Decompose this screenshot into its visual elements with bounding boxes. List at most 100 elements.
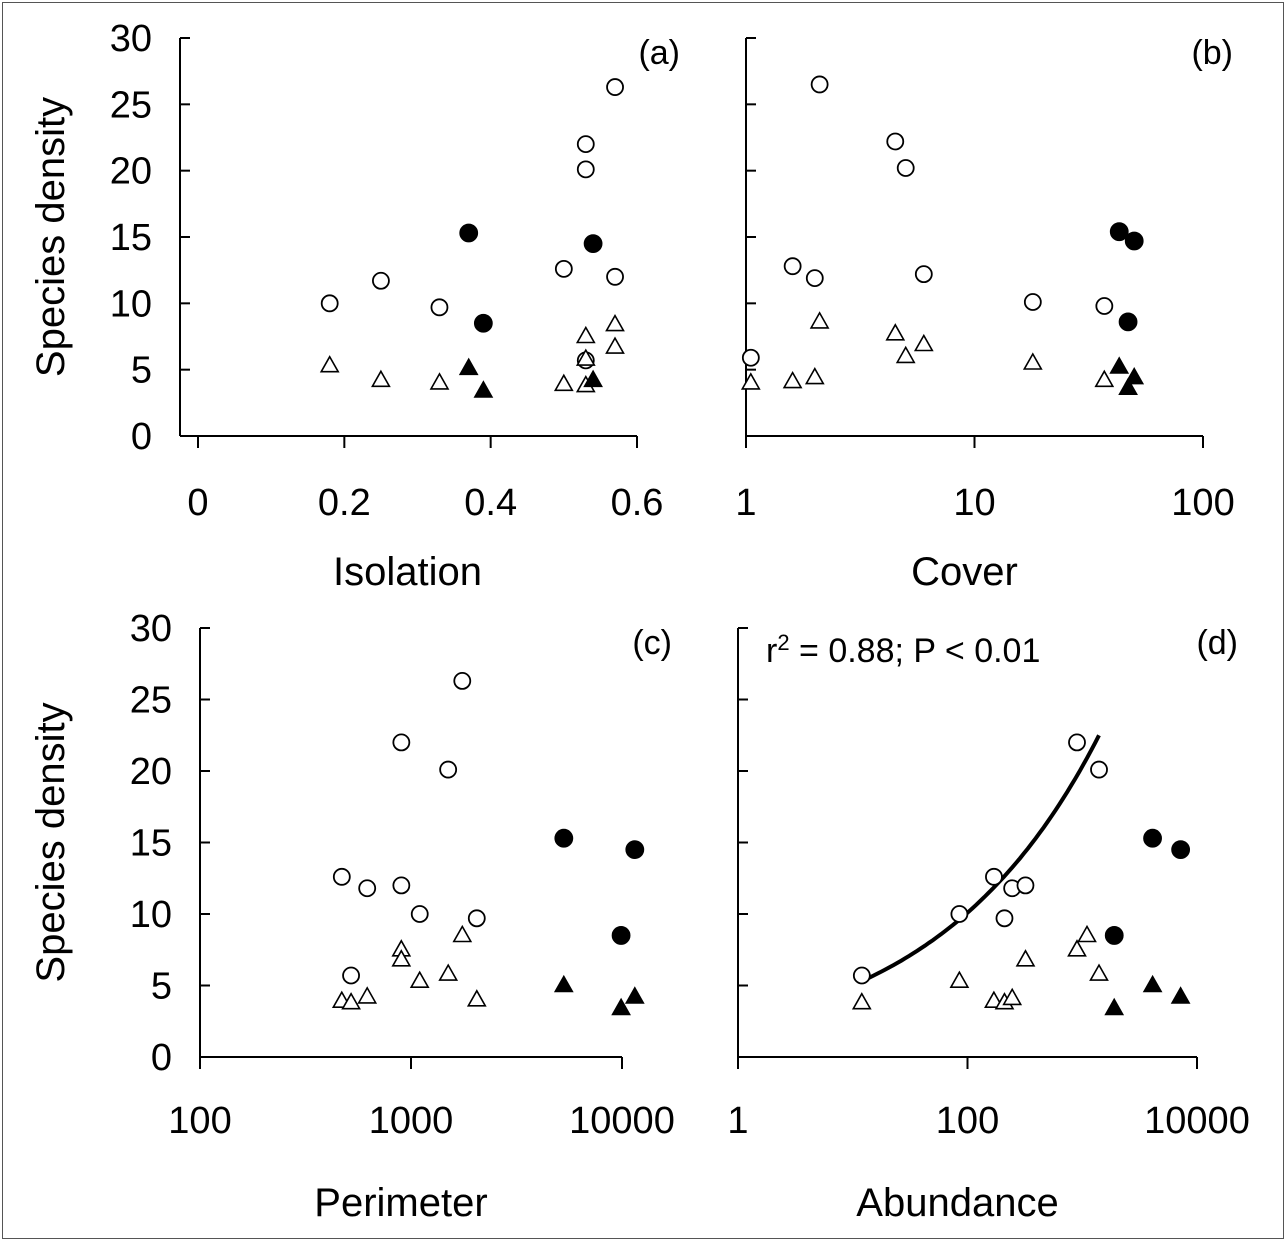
filled-circle-point: [1118, 312, 1138, 332]
filled-triangle-point: [611, 997, 631, 1016]
y-tick-label: 10: [110, 283, 152, 325]
open-triangle-point: [913, 333, 934, 352]
x-axis-label: Isolation: [333, 550, 482, 594]
x-tick-label: 0.4: [464, 482, 517, 524]
open-circle-point: [554, 259, 573, 278]
open-circle-point: [358, 879, 377, 898]
y-axis-label: Species density: [29, 702, 73, 982]
annotation-base: r: [766, 632, 777, 670]
x-tick-label: 10: [953, 482, 995, 524]
y-axis-label: Species density: [29, 97, 73, 377]
y-tick-label: 0: [151, 1037, 172, 1079]
fit-curve: [860, 734, 1101, 984]
filled-circle-point: [1143, 828, 1162, 848]
open-triangle-point: [357, 986, 378, 1004]
x-tick-label: 1000: [369, 1100, 454, 1142]
open-triangle-point: [341, 992, 361, 1010]
open-triangle-point: [885, 323, 906, 341]
panel-b: 1 10 100 Cover (b): [735, 34, 1234, 594]
open-circle-point: [606, 78, 624, 96]
filled-circle-point: [611, 926, 631, 945]
open-circle-point: [886, 132, 905, 151]
open-circle-point: [410, 905, 429, 923]
open-circle-point: [576, 160, 595, 179]
x-tick-label: 10000: [1144, 1100, 1250, 1142]
open-circle-point: [342, 966, 360, 985]
filled-triangle-point: [1118, 377, 1138, 396]
y-tick-label: 20: [110, 151, 152, 193]
open-triangle-point: [466, 989, 487, 1007]
open-circle-point: [467, 909, 486, 928]
open-circle-point: [1016, 876, 1035, 895]
filled-triangle-point: [473, 380, 494, 398]
open-circle-point: [741, 348, 760, 367]
open-circle-point: [783, 257, 802, 276]
x-tick-label: 1: [735, 482, 756, 524]
open-circle-point: [810, 75, 829, 94]
filled-circle-point: [583, 234, 603, 254]
x-axis-label: Cover: [911, 550, 1018, 594]
y-tick-label: 15: [130, 823, 172, 865]
filled-triangle-point: [1109, 356, 1130, 374]
open-circle-point: [852, 966, 871, 985]
x-tick-label: 10000: [569, 1100, 675, 1142]
x-axis-label: Perimeter: [314, 1181, 487, 1225]
annotation-rest: = 0.88; P < 0.01: [790, 632, 1041, 670]
panel-label: (b): [1191, 34, 1233, 72]
open-triangle-point: [1015, 949, 1036, 967]
open-circle-point: [392, 876, 411, 895]
open-triangle-point: [452, 924, 473, 943]
open-circle-point: [392, 733, 411, 752]
y-tick-label: 25: [110, 84, 152, 126]
open-triangle-point: [553, 373, 574, 392]
y-tick-label: 30: [110, 18, 152, 60]
open-circle-point: [606, 267, 624, 286]
x-tick-label: 0: [187, 482, 208, 524]
filled-circle-point: [1171, 840, 1191, 860]
open-triangle-point: [809, 311, 830, 329]
filled-circle-point: [625, 840, 645, 860]
open-circle-point: [576, 135, 595, 154]
filled-triangle-point: [1170, 986, 1191, 1004]
x-tick-label: 100: [1171, 482, 1234, 524]
filled-triangle-point: [624, 986, 645, 1004]
panel-label: (a): [638, 34, 680, 72]
filled-circle-point: [1109, 222, 1129, 242]
y-tick-label: 30: [130, 608, 172, 650]
open-triangle-point: [895, 345, 916, 364]
x-tick-label: 100: [168, 1100, 231, 1142]
filled-triangle-point: [1104, 997, 1125, 1016]
open-circle-point: [332, 867, 351, 886]
open-triangle-point: [409, 970, 430, 989]
open-triangle-point: [575, 348, 596, 366]
filled-circle-point: [1104, 926, 1124, 945]
y-tick-label: 10: [130, 894, 172, 936]
filled-circle-point: [473, 313, 493, 333]
open-circle-point: [985, 867, 1003, 886]
fit-statistics-annotation: r2 = 0.88; P < 0.01: [766, 630, 1040, 670]
open-triangle-point: [782, 370, 803, 389]
open-triangle-point: [1022, 352, 1043, 370]
panel-d: 1 100 10000 Abundance (d) r2 = 0.88; P < 0.01: [727, 624, 1249, 1225]
panel-label: (c): [632, 624, 672, 662]
filled-triangle-point: [583, 369, 603, 388]
annotation-superscript: 2: [777, 630, 789, 655]
open-triangle-point: [804, 366, 825, 385]
y-tick-label: 5: [151, 966, 172, 1008]
open-triangle-point: [605, 336, 625, 354]
open-triangle-point: [391, 949, 412, 967]
open-triangle-point: [949, 970, 970, 989]
open-triangle-point: [740, 372, 761, 390]
y-tick-label: 20: [130, 751, 172, 793]
x-tick-label: 1: [727, 1100, 748, 1142]
filled-triangle-point: [458, 357, 479, 376]
filled-triangle-point: [553, 974, 574, 993]
open-triangle-point: [1077, 924, 1097, 943]
open-circle-point: [430, 298, 449, 317]
filled-circle-point: [1124, 231, 1144, 251]
open-circle-point: [805, 269, 824, 288]
panel-label: (d): [1196, 624, 1238, 662]
x-tick-label: 100: [936, 1100, 999, 1142]
open-triangle-point: [605, 313, 625, 332]
